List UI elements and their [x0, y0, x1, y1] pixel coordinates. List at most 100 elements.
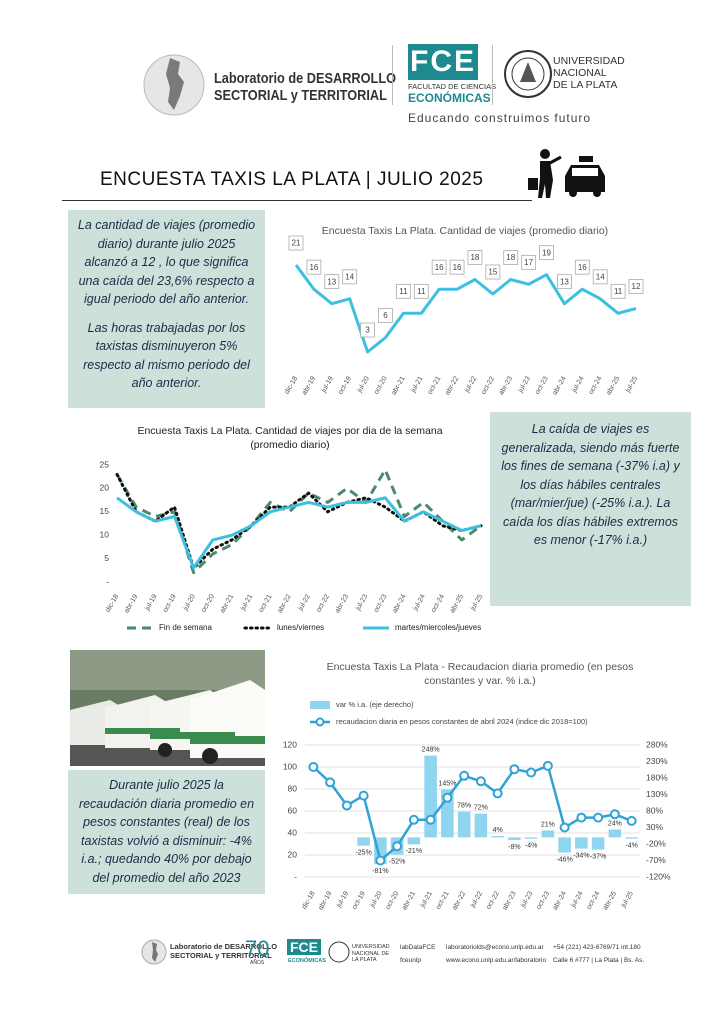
footer-lab-line: Laboratorio de DESARROLLO — [170, 942, 278, 951]
data-point — [542, 760, 553, 771]
data-label: 12 — [632, 282, 641, 291]
tagline: Educando construimos futuro — [408, 111, 592, 125]
data-label: -34% — [573, 852, 589, 859]
data-line — [115, 468, 482, 575]
data-label: 11 — [417, 287, 426, 296]
data-label: 3 — [365, 326, 370, 335]
data-point — [358, 790, 369, 801]
footer-lab: Laboratorio de DESARROLLO SECTORIAL y TE… — [170, 942, 277, 960]
y-tick-label: -120% — [646, 871, 671, 881]
data-point — [459, 770, 470, 781]
data-label: -37% — [590, 853, 606, 860]
data-point — [593, 812, 604, 823]
unlp-name: UNIVERSIDAD NACIONAL DE LA PLATA — [553, 55, 625, 91]
unlp-line: DE LA PLATA — [553, 79, 618, 91]
data-label: 248% — [422, 746, 440, 753]
unlp-line: NACIONAL — [553, 67, 607, 79]
data-line — [294, 264, 637, 354]
x-tick-label: oct-22 — [315, 593, 331, 613]
x-tick-label: abr-25 — [602, 890, 618, 910]
x-tick-label: abr-23 — [502, 890, 518, 910]
x-tick-label: dic-18 — [284, 375, 300, 395]
bar — [357, 837, 370, 846]
legend-swatch — [310, 701, 330, 709]
x-tick-label: abr-24 — [552, 890, 568, 910]
y-tick-label: 20 — [288, 849, 298, 859]
x-tick-label: oct-19 — [351, 890, 367, 910]
data-label-box — [557, 274, 572, 290]
x-tick-label: jul-20 — [182, 593, 197, 612]
data-label: 16 — [309, 263, 318, 272]
x-tick-label: abr-21 — [391, 375, 407, 396]
chart-title: Encuesta Taxis La Plata. Cantidad de via… — [321, 225, 609, 237]
x-tick-label: abr-22 — [277, 593, 293, 614]
bar — [491, 836, 504, 838]
data-label: 17 — [524, 258, 533, 267]
data-label: -8% — [508, 844, 520, 851]
chart: dic-18 abr-19 jul-19 oct-19 jul-20 oct-20 abr-… — [284, 235, 644, 396]
bar — [591, 837, 605, 850]
taxi-photo — [70, 650, 265, 766]
data-point — [526, 767, 537, 778]
data-label-box — [592, 269, 608, 285]
footer-twitter: labDataFCE — [400, 944, 436, 951]
x-tick-label: jul-19 — [335, 890, 350, 909]
y-tick-label: 40 — [288, 827, 298, 837]
data-label-box — [360, 322, 375, 338]
x-tick-label: oct-22 — [480, 375, 496, 395]
x-tick-label: jul-23 — [517, 375, 532, 394]
x-tick-label: abr-23 — [334, 593, 350, 614]
note-box: La cantidad de viajes (promedio diario) … — [68, 210, 265, 408]
data-label-box — [574, 259, 590, 275]
footer-email: laboratoriolds@econo.unlp.edu.ar — [446, 944, 544, 951]
x-tick-label: abr-24 — [552, 375, 568, 396]
y-tick-label: 100 — [283, 761, 297, 771]
x-tick-label: abr-19 — [123, 593, 139, 614]
data-label-box — [485, 264, 501, 280]
footer-lab-logo — [141, 939, 167, 965]
x-tick-label: oct-21 — [427, 375, 443, 395]
footer-fce-label: ECONÓMICAS — [288, 958, 326, 964]
chart-title: Encuesta Taxis La Plata - Recaudacion di… — [326, 661, 634, 687]
x-tick-label: jul-19 — [144, 593, 159, 612]
x-tick-label: dic-18 — [301, 890, 317, 910]
data-label: 145% — [438, 780, 456, 787]
data-label: 78% — [457, 803, 471, 810]
x-tick-label: dic-18 — [105, 593, 121, 613]
data-label: -4% — [525, 843, 537, 850]
data-label-box — [467, 250, 483, 265]
bar — [625, 837, 638, 839]
footer-fce: FCE — [287, 939, 321, 955]
y-tick-label: 130% — [646, 789, 668, 799]
bar — [508, 837, 521, 841]
data-point — [375, 855, 386, 866]
y-tick-label: 25 — [100, 459, 110, 469]
data-label: 4% — [493, 827, 503, 834]
data-point — [325, 777, 336, 788]
divider — [492, 45, 493, 105]
data-line — [115, 472, 483, 570]
bar — [558, 837, 571, 853]
data-label: -52% — [389, 858, 405, 865]
data-label: 13 — [560, 277, 569, 286]
data-label: 24% — [608, 820, 622, 827]
data-label: 14 — [596, 272, 605, 281]
data-label-box — [610, 283, 626, 299]
data-label: 21% — [541, 821, 555, 828]
footer-address: Calle 6 #777 | La Plata | Bs. As. — [553, 957, 645, 964]
data-label-box — [431, 259, 447, 275]
data-label: 19 — [542, 248, 551, 257]
data-label-box — [413, 283, 429, 299]
x-tick-label: jul-24 — [570, 890, 585, 909]
x-tick-label: jul-20 — [369, 890, 384, 909]
data-point — [475, 776, 486, 787]
footer-unlp: UNIVERSIDAD NACIONAL DE LA PLATA — [352, 944, 390, 963]
bar — [424, 755, 437, 838]
x-tick-label: abr-19 — [317, 890, 333, 910]
lab-logo — [143, 54, 205, 116]
legend-label: lunes/viernes — [277, 623, 324, 632]
y-tick-label: 15 — [100, 506, 110, 516]
note-text: Durante julio 2025 la recaudación diaria… — [78, 778, 255, 885]
data-line — [116, 496, 482, 570]
y-tick-label: 30% — [646, 822, 663, 832]
